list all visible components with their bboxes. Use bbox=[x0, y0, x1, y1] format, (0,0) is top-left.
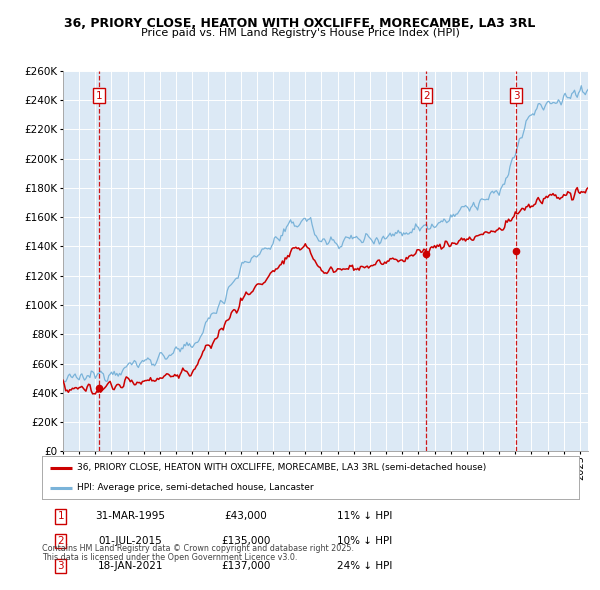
Text: 36, PRIORY CLOSE, HEATON WITH OXCLIFFE, MORECAMBE, LA3 3RL (semi-detached house): 36, PRIORY CLOSE, HEATON WITH OXCLIFFE, … bbox=[77, 464, 486, 473]
Text: HPI: Average price, semi-detached house, Lancaster: HPI: Average price, semi-detached house,… bbox=[77, 483, 314, 493]
Text: 3: 3 bbox=[513, 91, 520, 101]
Text: 11% ↓ HPI: 11% ↓ HPI bbox=[337, 512, 392, 522]
Text: 10% ↓ HPI: 10% ↓ HPI bbox=[337, 536, 392, 546]
Text: 24% ↓ HPI: 24% ↓ HPI bbox=[337, 561, 392, 571]
Text: 3: 3 bbox=[58, 561, 64, 571]
Text: 18-JAN-2021: 18-JAN-2021 bbox=[98, 561, 163, 571]
Text: 31-MAR-1995: 31-MAR-1995 bbox=[95, 512, 166, 522]
Text: 2: 2 bbox=[58, 536, 64, 546]
Text: 36, PRIORY CLOSE, HEATON WITH OXCLIFFE, MORECAMBE, LA3 3RL: 36, PRIORY CLOSE, HEATON WITH OXCLIFFE, … bbox=[64, 17, 536, 30]
Text: Price paid vs. HM Land Registry's House Price Index (HPI): Price paid vs. HM Land Registry's House … bbox=[140, 28, 460, 38]
Text: 01-JUL-2015: 01-JUL-2015 bbox=[99, 536, 163, 546]
Text: 1: 1 bbox=[58, 512, 64, 522]
Text: Contains HM Land Registry data © Crown copyright and database right 2025.: Contains HM Land Registry data © Crown c… bbox=[42, 545, 354, 553]
Text: £43,000: £43,000 bbox=[224, 512, 268, 522]
Text: £135,000: £135,000 bbox=[221, 536, 271, 546]
Text: £137,000: £137,000 bbox=[221, 561, 271, 571]
Text: 2: 2 bbox=[423, 91, 430, 101]
Text: 1: 1 bbox=[96, 91, 103, 101]
Text: This data is licensed under the Open Government Licence v3.0.: This data is licensed under the Open Gov… bbox=[42, 553, 298, 562]
